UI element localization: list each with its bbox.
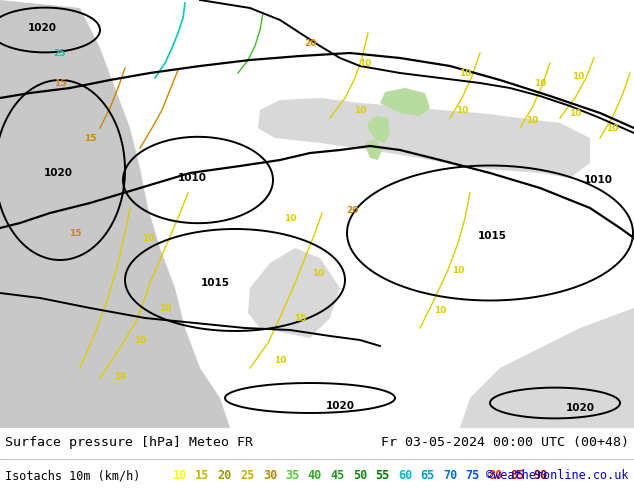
Text: 1020: 1020	[325, 401, 354, 411]
Text: 20: 20	[304, 39, 316, 48]
Text: 10: 10	[534, 78, 546, 88]
Text: 1015: 1015	[477, 231, 507, 241]
Text: 50: 50	[353, 469, 367, 482]
Text: 30: 30	[263, 469, 277, 482]
Text: 25: 25	[240, 469, 255, 482]
Text: 25: 25	[54, 49, 66, 57]
Text: 15: 15	[68, 228, 81, 238]
Text: 10: 10	[142, 234, 154, 243]
Text: Fr 03-05-2024 00:00 UTC (00+48): Fr 03-05-2024 00:00 UTC (00+48)	[381, 436, 629, 449]
Text: 10: 10	[434, 305, 446, 315]
Text: 70: 70	[443, 469, 457, 482]
Text: 10: 10	[274, 356, 286, 365]
Text: 10: 10	[572, 72, 584, 80]
Text: 20: 20	[218, 469, 232, 482]
Text: 35: 35	[285, 469, 300, 482]
Text: 15: 15	[294, 314, 306, 322]
Text: 90: 90	[533, 469, 547, 482]
Text: 65: 65	[420, 469, 435, 482]
Text: 10: 10	[459, 69, 471, 77]
Text: 10: 10	[312, 269, 324, 277]
Text: 10: 10	[173, 469, 187, 482]
Text: Surface pressure [hPa] Meteo FR: Surface pressure [hPa] Meteo FR	[5, 436, 253, 449]
Text: 80: 80	[488, 469, 502, 482]
Text: 1010: 1010	[178, 173, 207, 183]
Text: 60: 60	[398, 469, 412, 482]
Text: 10: 10	[569, 108, 581, 118]
Text: 85: 85	[510, 469, 524, 482]
Text: 75: 75	[465, 469, 480, 482]
Text: 20: 20	[346, 205, 358, 215]
Text: 10: 10	[158, 303, 171, 313]
Text: 40: 40	[308, 469, 322, 482]
Text: 10: 10	[606, 123, 618, 132]
Text: 10: 10	[456, 105, 468, 115]
Polygon shape	[368, 116, 390, 143]
Polygon shape	[460, 308, 634, 428]
Text: 1015: 1015	[200, 278, 230, 288]
Text: 10: 10	[114, 371, 126, 381]
Text: 10: 10	[452, 266, 464, 274]
Text: 15: 15	[195, 469, 210, 482]
Polygon shape	[380, 88, 430, 116]
Text: 1020: 1020	[566, 403, 595, 413]
Text: 15: 15	[54, 78, 66, 88]
Text: 1020: 1020	[27, 23, 56, 33]
Polygon shape	[0, 0, 230, 428]
Text: 10: 10	[284, 214, 296, 222]
Text: 10: 10	[526, 116, 538, 124]
Text: 1020: 1020	[44, 168, 72, 178]
Polygon shape	[365, 140, 382, 160]
Text: Isotachs 10m (km/h): Isotachs 10m (km/h)	[5, 469, 140, 482]
Text: ©weatheronline.co.uk: ©weatheronline.co.uk	[486, 469, 629, 482]
Polygon shape	[248, 248, 340, 338]
Text: 45: 45	[330, 469, 345, 482]
Text: 10: 10	[354, 105, 366, 115]
Polygon shape	[258, 98, 590, 178]
Text: 10: 10	[359, 58, 371, 68]
Text: 55: 55	[375, 469, 390, 482]
Text: 15: 15	[84, 133, 96, 143]
Text: 1010: 1010	[583, 175, 612, 185]
Text: 10: 10	[134, 336, 146, 344]
